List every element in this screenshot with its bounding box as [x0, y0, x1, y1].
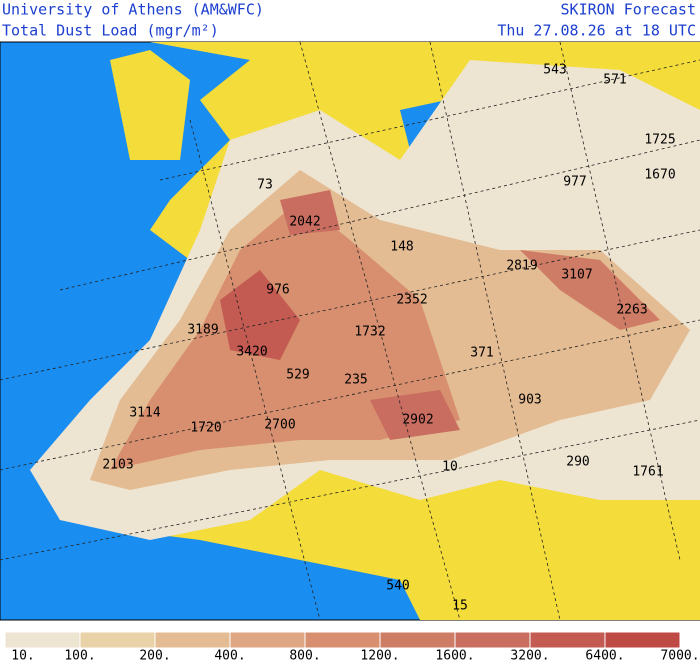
- dust-value: 976: [266, 283, 289, 298]
- dust-value: 571: [603, 73, 626, 88]
- map: [0, 41, 700, 621]
- dust-value: 290: [566, 455, 589, 470]
- dust-value: 977: [563, 175, 586, 190]
- legend-label: 7000.: [660, 649, 699, 663]
- dust-value: 2103: [102, 458, 133, 473]
- legend-label: 1200.: [360, 649, 399, 663]
- legend: 10. 100. 200. 400. 800. 1200. 1600. 3200. 6400. 7…: [4, 631, 700, 664]
- legend-label: 200.: [139, 649, 170, 663]
- dust-max-north: [280, 190, 340, 235]
- land-isles: [110, 50, 190, 160]
- dust-value: 15: [452, 599, 468, 614]
- dust-value: 2042: [289, 215, 320, 230]
- dust-value: 371: [470, 346, 493, 361]
- dust-value: 2700: [264, 418, 295, 433]
- dust-max: [220, 270, 300, 360]
- dust-value: 529: [286, 368, 309, 383]
- dust-value: 1720: [190, 421, 221, 436]
- legend-label: 10.: [11, 649, 34, 663]
- legend-label: 1600.: [435, 649, 474, 663]
- legend-swatch: [454, 631, 531, 649]
- dust-value: 903: [518, 393, 541, 408]
- legend-swatch: [304, 631, 381, 649]
- dust-value: 2263: [616, 303, 647, 318]
- graticule: [0, 41, 700, 621]
- map-labels: 543 571 1725 1670 977 73 2042 148 2819 3107 976 235…: [102, 63, 675, 614]
- dust-value: 10: [442, 460, 458, 475]
- legend-swatch: [604, 631, 681, 649]
- dust-value: 543: [543, 63, 566, 78]
- legend-label: 6400.: [585, 649, 624, 663]
- dust-value: 2352: [396, 293, 427, 308]
- dust-value: 1761: [632, 465, 663, 480]
- legend-swatch: [79, 631, 156, 649]
- dust-value: 3107: [561, 268, 592, 283]
- legend-swatch: [154, 631, 231, 649]
- institution: University of Athens (AM&WFC): [2, 1, 264, 19]
- legend-swatch: [529, 631, 606, 649]
- dust-value: 3189: [187, 323, 218, 338]
- dust-value: 1725: [644, 133, 675, 148]
- dust-value: 1732: [354, 325, 385, 340]
- dust-value: 2819: [506, 259, 537, 274]
- legend-swatch: [229, 631, 306, 649]
- product: SKIRON Forecast: [561, 1, 696, 19]
- legend-label: 400.: [214, 649, 245, 663]
- legend-label: 800.: [289, 649, 320, 663]
- dust-value: 540: [386, 579, 409, 594]
- valid-time: Thu 27.08.26 at 18 UTC: [497, 22, 696, 40]
- dust-max-sahel: [370, 390, 460, 440]
- legend-label: 3200.: [510, 649, 549, 663]
- legend-swatch: [379, 631, 456, 649]
- legend-swatch: [4, 631, 81, 649]
- dust-value: 148: [390, 240, 413, 255]
- dust-value: 3420: [236, 345, 267, 360]
- dust-value: 235: [344, 373, 367, 388]
- dust-value: 1670: [644, 168, 675, 183]
- dust-value: 3114: [129, 406, 160, 421]
- dust-value: 73: [257, 178, 273, 193]
- dust-high-east: [520, 250, 660, 330]
- field-title: Total Dust Load (mgr/m²): [2, 22, 219, 40]
- dust-value: 2902: [402, 413, 433, 428]
- legend-label: 100.: [64, 649, 95, 663]
